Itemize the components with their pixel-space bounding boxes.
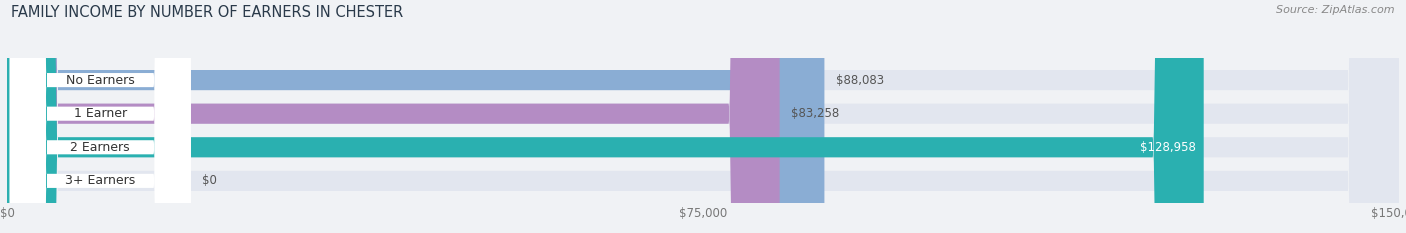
Text: FAMILY INCOME BY NUMBER OF EARNERS IN CHESTER: FAMILY INCOME BY NUMBER OF EARNERS IN CH… — [11, 5, 404, 20]
FancyBboxPatch shape — [7, 0, 1399, 233]
FancyBboxPatch shape — [10, 0, 191, 233]
FancyBboxPatch shape — [7, 0, 1399, 233]
FancyBboxPatch shape — [10, 0, 191, 233]
Text: Source: ZipAtlas.com: Source: ZipAtlas.com — [1277, 5, 1395, 15]
FancyBboxPatch shape — [7, 0, 1204, 233]
Text: $0: $0 — [202, 174, 217, 187]
FancyBboxPatch shape — [7, 0, 1399, 233]
Text: 1 Earner: 1 Earner — [73, 107, 127, 120]
Text: $128,958: $128,958 — [1140, 141, 1197, 154]
FancyBboxPatch shape — [7, 0, 1399, 233]
FancyBboxPatch shape — [10, 0, 191, 233]
Text: No Earners: No Earners — [66, 74, 135, 87]
Text: 3+ Earners: 3+ Earners — [65, 174, 135, 187]
FancyBboxPatch shape — [10, 0, 191, 233]
Text: 2 Earners: 2 Earners — [70, 141, 131, 154]
FancyBboxPatch shape — [7, 0, 824, 233]
FancyBboxPatch shape — [7, 0, 780, 233]
Text: $88,083: $88,083 — [835, 74, 883, 87]
Text: $83,258: $83,258 — [790, 107, 839, 120]
